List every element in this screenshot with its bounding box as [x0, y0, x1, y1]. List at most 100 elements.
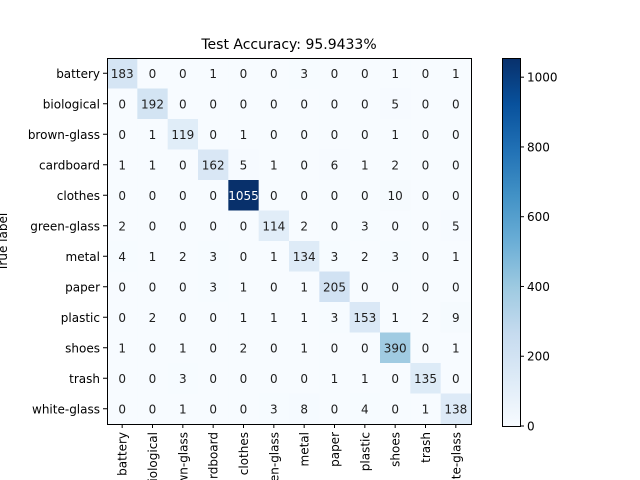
cell-value-label: 0 [118, 311, 126, 325]
heatmap-cell [349, 241, 381, 272]
heatmap-cell [137, 241, 169, 272]
x-tick-label: clothes [237, 432, 251, 475]
heatmap-cell [289, 88, 320, 120]
cell-value-label: 0 [240, 219, 248, 233]
cell-value-label: 0 [179, 97, 187, 111]
cell-value-label: 0 [391, 219, 399, 233]
cell-value-label: 2 [179, 250, 187, 264]
cell-value-label: 1 [331, 372, 339, 386]
cell-value-label: 4 [361, 402, 369, 416]
y-tick-label: biological [43, 97, 100, 111]
heatmap-cell [319, 180, 351, 211]
y-tick-label: battery [56, 67, 100, 81]
cell-value-label: 1 [149, 128, 157, 142]
x-tick-label: plastic [358, 432, 372, 471]
heatmap-cell [380, 180, 411, 211]
heatmap-cell [228, 119, 260, 150]
heatmap-cell [410, 302, 442, 333]
cell-value-label: 0 [300, 189, 308, 203]
cell-value-label: 0 [300, 97, 308, 111]
heatmap-cell [137, 119, 169, 150]
heatmap-cell [319, 149, 351, 181]
cell-value-label: 0 [149, 341, 157, 355]
cell-value-label: 390 [384, 341, 407, 355]
heatmap-cell [410, 119, 442, 150]
x-tick-label: biological [146, 432, 160, 480]
cell-value-label: 0 [422, 341, 430, 355]
heatmap-cell [258, 119, 290, 150]
heatmap-cell [319, 393, 351, 425]
heatmap-cell [380, 241, 411, 272]
colorbar-tick-label: 400 [527, 280, 550, 294]
heatmap-cell [258, 149, 290, 181]
cell-value-label: 1 [270, 311, 278, 325]
cell-value-label: 0 [422, 128, 430, 142]
cell-value-label: 0 [270, 280, 278, 294]
heatmap-cell [380, 363, 411, 394]
cell-value-label: 3 [179, 372, 187, 386]
cell-value-label: 0 [149, 219, 157, 233]
heatmap-cell [289, 271, 320, 303]
cell-value-label: 0 [331, 219, 339, 233]
cell-value-label: 5 [391, 97, 399, 111]
heatmap-cell [137, 302, 169, 333]
heatmap-cell [380, 210, 411, 242]
heatmap-cell [137, 363, 169, 394]
heatmap-cell [167, 88, 199, 120]
cell-value-label: 0 [422, 158, 430, 172]
colorbar-tick-label: 600 [527, 210, 550, 224]
cell-value-label: 0 [240, 250, 248, 264]
heatmap-cell [289, 149, 320, 181]
heatmap-cell [228, 149, 260, 181]
cell-value-label: 153 [353, 311, 376, 325]
heatmap-cell [289, 332, 320, 364]
heatmap-cell [198, 58, 229, 89]
heatmap-cell [319, 241, 351, 272]
heatmap-cell [380, 393, 411, 425]
heatmap-cell [319, 332, 351, 364]
cell-value-label: 0 [118, 97, 126, 111]
y-tick-label: plastic [61, 311, 100, 325]
cell-value-label: 1 [270, 250, 278, 264]
cell-value-label: 0 [331, 97, 339, 111]
cell-value-label: 0 [179, 311, 187, 325]
heatmap-cell [349, 149, 381, 181]
cell-value-label: 0 [391, 280, 399, 294]
cell-value-label: 1 [300, 311, 308, 325]
cell-value-label: 1 [179, 341, 187, 355]
cell-value-label: 2 [300, 219, 308, 233]
heatmap-cell [228, 180, 260, 211]
heatmap-cell [258, 58, 290, 89]
cell-value-label: 0 [452, 372, 460, 386]
heatmap-cell [167, 332, 199, 364]
cell-value-label: 0 [179, 219, 187, 233]
cell-value-label: 0 [331, 402, 339, 416]
cell-value-label: 0 [209, 311, 217, 325]
y-tick-label: paper [65, 280, 100, 294]
cell-value-label: 1 [270, 158, 278, 172]
cell-value-label: 3 [300, 67, 308, 81]
cell-value-label: 1 [209, 67, 217, 81]
cell-value-label: 0 [422, 189, 430, 203]
y-tick-label: green-glass [30, 219, 100, 233]
heatmap-cell [228, 302, 260, 333]
heatmap-cell [167, 180, 199, 211]
x-tick-label: metal [298, 432, 312, 466]
cell-value-label: 0 [391, 372, 399, 386]
cell-value-label: 2 [149, 311, 157, 325]
cell-value-label: 138 [444, 402, 467, 416]
cell-value-label: 0 [270, 67, 278, 81]
heatmap-cell [349, 180, 381, 211]
heatmap-cell [319, 210, 351, 242]
cell-value-label: 0 [240, 67, 248, 81]
cell-value-label: 3 [391, 250, 399, 264]
cell-value-label: 2 [361, 250, 369, 264]
cell-value-label: 3 [209, 250, 217, 264]
y-tick-label: cardboard [39, 158, 100, 172]
cell-value-label: 0 [361, 280, 369, 294]
cell-value-label: 3 [361, 219, 369, 233]
heatmap-cell [167, 363, 199, 394]
cell-value-label: 1 [300, 341, 308, 355]
y-tick-label: metal [66, 250, 100, 264]
cell-value-label: 0 [149, 372, 157, 386]
